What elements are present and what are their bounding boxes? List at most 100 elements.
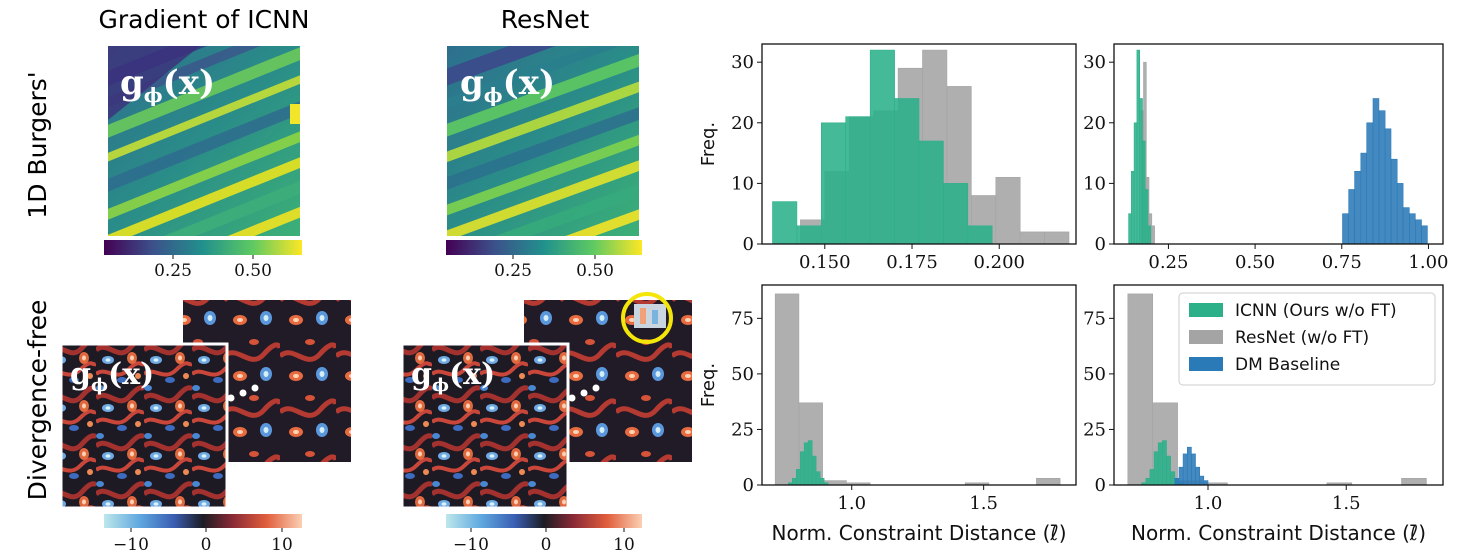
divfree-stack-icnn: gϕ(x) (59, 300, 351, 510)
hist-divfree-a-xlabel: Norm. Constraint Distance (ℓ̄) (772, 521, 1067, 545)
hist-divfree-a-resnet-bar-11 (1036, 477, 1061, 485)
hist-divfree-a-icnn-bar-5 (807, 440, 813, 485)
hist-burgers-full-dm-bar-14 (1421, 225, 1428, 244)
hist-burgers-full-dm-bar-6 (1372, 98, 1380, 244)
histogram-divfree-a: 1.0 1.5 0 25 50 75 Freq. Norm. Constraint Dista… (698, 284, 1077, 545)
hist-burgers-full-ytick-label: 0 (1095, 234, 1106, 255)
hist-divfree-b-icnn-bar-3 (1153, 451, 1159, 485)
hist-burgers-full-dm-bar-4 (1360, 152, 1368, 244)
hist-burgers-zoom-ytick-label: 20 (731, 113, 754, 134)
cbar-burgers-icnn-tick-025: 0.25 (154, 261, 192, 281)
cbar-divfree-resnet-tick-10: 10 (613, 535, 635, 555)
cbar-burgers-resnet-tick-050: 0.50 (576, 261, 614, 281)
burgers-heatmap-resnet (447, 46, 639, 236)
colorbar-divfree-icnn (104, 514, 302, 528)
hist-burgers-full-icnn-bar-4 (1139, 98, 1143, 244)
hist-divfree-b-xlabel: Norm. Constraint Distance (ℓ̄) (1131, 521, 1426, 545)
hist-divfree-b-resnet-bar-11 (1401, 477, 1427, 485)
map-label-burgers-icnn: gϕ(x) (120, 63, 215, 107)
hist-burgers-full-dm-bar-2 (1348, 189, 1355, 244)
cbar-divfree-icnn-tick-0: 0 (201, 535, 212, 555)
cbar-divfree-resnet-tick-m10: −10 (453, 535, 489, 555)
hist-burgers-zoom-ytick-label: 30 (731, 52, 754, 73)
hist-divfree-b-dm-bar-1 (1178, 466, 1184, 485)
hist-divfree-a-icnn-bar-3 (799, 451, 805, 485)
hist-burgers-zoom-xtick-label: 0.150 (799, 252, 851, 273)
row-label-divfree: Divergence-free (23, 300, 52, 501)
hist-divfree-b-icnn-bar-6 (1166, 455, 1171, 485)
hist-burgers-full-resnet-bar-4 (1151, 225, 1155, 244)
hist-divfree-b-dm-bar-4 (1191, 453, 1196, 485)
hist-burgers-zoom-resnet-bar-9 (995, 177, 1021, 244)
hist-burgers-full-icnn-bar-1 (1131, 171, 1135, 244)
hist-divfree-a-icnn-bar-7 (815, 471, 821, 485)
hist-burgers-full-xtick-label: 0.75 (1322, 252, 1362, 273)
cbar-divfree-icnn-tick-10: 10 (271, 535, 293, 555)
hist-burgers-full-dm-bar-9 (1390, 158, 1398, 244)
hist-divfree-b-dm-bar-5 (1195, 466, 1200, 485)
hist-burgers-zoom-icnn-bar-2 (820, 122, 846, 244)
hist-divfree-b-resnet-bar-0 (1127, 293, 1154, 485)
histogram-burgers-zoom: 0.150 0.175 0.200 0 10 20 30 Freq. (698, 43, 1077, 273)
hist-burgers-zoom-icnn-bar-1 (796, 225, 822, 244)
hist-divfree-a-ytick-label: 25 (731, 419, 754, 440)
hist-burgers-full-frame (1113, 43, 1444, 245)
legend (1178, 292, 1436, 386)
legend-entry-label: DM Baseline (1235, 355, 1340, 375)
artifact-highlight-circle (621, 292, 673, 344)
hist-burgers-full-dm-bar-3 (1354, 171, 1362, 244)
hist-burgers-full-dm-bar-13 (1415, 219, 1422, 244)
hist-burgers-full-icnn-bar-6 (1144, 189, 1149, 244)
hist-divfree-a-xtick-label: 1.5 (969, 493, 998, 514)
hist-burgers-full-xtick-label: 1.00 (1408, 252, 1448, 273)
map-label-burgers-resnet: gϕ(x) (460, 63, 555, 107)
hist-burgers-zoom-icnn-bar-8 (967, 225, 993, 244)
burgers-heatmap-icnn (108, 46, 300, 236)
hist-divfree-b-ytick-label: 0 (1095, 475, 1106, 496)
hist-divfree-b-ytick-label: 50 (1083, 364, 1106, 385)
hist-burgers-zoom-icnn-bar-7 (943, 183, 969, 244)
colorbar-burgers-resnet (446, 240, 642, 255)
cbar-divfree-resnet-tick-0: 0 (541, 535, 552, 555)
hist-divfree-a-ytick-label: 75 (731, 308, 754, 329)
colorbar-burgers-icnn (104, 240, 302, 255)
hist-divfree-b-dm-bar-2 (1182, 453, 1188, 485)
hist-divfree-a-ytick-label: 50 (731, 364, 754, 385)
hist-burgers-full-dm-bar-11 (1402, 207, 1410, 244)
hist-divfree-b-icnn-bar-2 (1149, 469, 1155, 485)
map-label-divfree-icnn: gϕ(x) (70, 357, 154, 396)
legend-swatch (1189, 357, 1223, 371)
hist-burgers-zoom-xtick-label: 0.200 (973, 252, 1025, 273)
hist-burgers-zoom-icnn-bar-0 (772, 201, 798, 244)
hist-burgers-full-icnn-bar-0 (1128, 213, 1132, 244)
hist-burgers-full-ytick-label: 10 (1083, 173, 1106, 194)
hist-divfree-a-icnn-bar-1 (791, 477, 797, 485)
col-title-resnet: ResNet (501, 5, 590, 34)
hist-divfree-b-xtick-label: 1.0 (1194, 493, 1223, 514)
histogram-divfree-b: 1.0 1.5 0 25 50 75 Norm. Constraint Distance (… (1083, 284, 1444, 545)
cbar-burgers-resnet-tick-025: 0.25 (494, 261, 532, 281)
hist-burgers-zoom-ytick-label: 0 (743, 234, 754, 255)
hist-burgers-zoom-resnet-bar-10 (1019, 231, 1045, 244)
hist-divfree-b-xtick-label: 1.5 (1332, 493, 1361, 514)
legend-entry-label: ResNet (w/o FT) (1235, 328, 1369, 348)
cbar-divfree-icnn-tick-m10: −10 (113, 535, 149, 555)
hist-burgers-full-dm-bar-1 (1342, 213, 1349, 244)
hist-divfree-a-xtick-label: 1.0 (837, 493, 866, 514)
hist-burgers-full-icnn-bar-2 (1133, 122, 1138, 244)
hist-divfree-b-dm-bar-0 (1174, 477, 1180, 485)
hist-burgers-full-dm-bar-10 (1396, 183, 1404, 244)
map-label-divfree-resnet: gϕ(x) (411, 357, 495, 396)
hist-burgers-full-icnn-bar-5 (1142, 140, 1146, 244)
divfree-stack-resnet: gϕ(x) (400, 292, 692, 510)
hist-divfree-b-dm-bar-6 (1199, 475, 1205, 485)
hist-divfree-b-icnn-bar-4 (1157, 442, 1163, 485)
hist-divfree-a-ytick-label: 0 (743, 475, 754, 496)
hist-divfree-a-icnn-bar-6 (811, 455, 817, 485)
hist-divfree-b-ytick-label: 75 (1083, 308, 1106, 329)
hist-divfree-b-dm-bar-3 (1187, 446, 1192, 485)
hist-divfree-a-ylabel: Freq. (698, 363, 719, 407)
hist-burgers-zoom-icnn-bar-4 (869, 49, 895, 244)
histogram-burgers-full: 0.25 0.50 0.75 1.00 0 10 20 30 (1083, 43, 1448, 273)
